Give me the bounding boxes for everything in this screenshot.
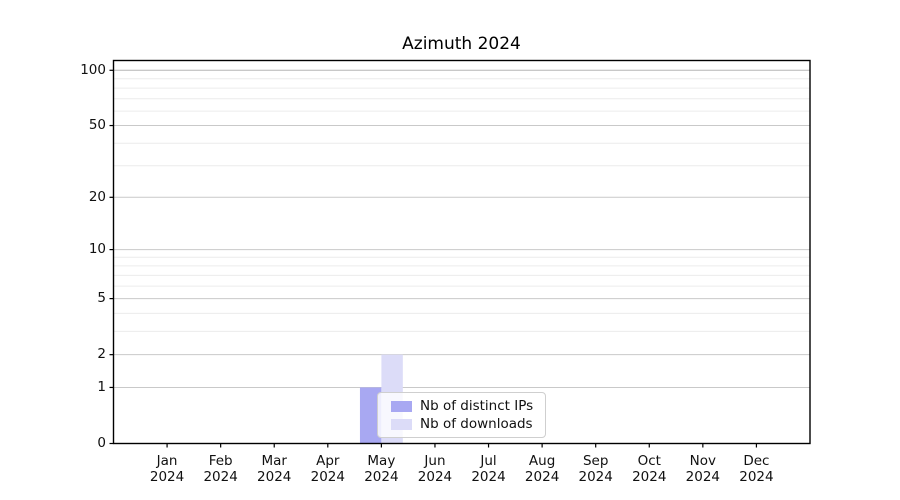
y-tick-label: 5 <box>97 290 106 307</box>
y-tick-label: 50 <box>88 117 106 134</box>
x-tick-label: Aug 2024 <box>524 453 560 485</box>
axes-frame <box>112 59 811 445</box>
x-tick-label: Jun 2024 <box>417 453 453 485</box>
legend-label-downloads: Nb of downloads <box>420 416 533 432</box>
x-tick-label: Sep 2024 <box>578 453 613 485</box>
x-tick-label: Jan 2024 <box>149 453 185 485</box>
x-tick-label: Apr 2024 <box>310 453 345 485</box>
legend-swatch-downloads-icon <box>391 418 412 430</box>
y-tick-label: 100 <box>80 61 106 78</box>
x-tick-label: Feb 2024 <box>203 453 238 485</box>
bar-distinct-ips-may <box>359 387 382 444</box>
y-tick-label: 0 <box>97 435 106 451</box>
x-tick-label: Mar 2024 <box>257 453 292 485</box>
legend-item-downloads: Nb of downloads <box>391 415 539 433</box>
legend: Nb of distinct IPs Nb of downloads <box>377 392 546 438</box>
legend-item-distinct-ips: Nb of distinct IPs <box>391 397 539 415</box>
y-tick-label: 10 <box>88 241 106 258</box>
x-tick-label: Jul 2024 <box>471 453 506 485</box>
legend-label-distinct-ips: Nb of distinct IPs <box>420 398 534 414</box>
y-tick-label: 20 <box>88 188 106 205</box>
y-tick-label: 2 <box>97 346 106 363</box>
x-tick-label: Nov 2024 <box>685 453 721 485</box>
x-tick-label: May 2024 <box>364 453 399 485</box>
chart-title: Azimuth 2024 <box>402 34 521 54</box>
y-tick-label: 1 <box>97 378 106 395</box>
x-tick-label: Oct 2024 <box>632 453 667 485</box>
legend-swatch-distinct-ips-icon <box>391 400 412 412</box>
x-tick-label: Dec 2024 <box>739 453 774 485</box>
